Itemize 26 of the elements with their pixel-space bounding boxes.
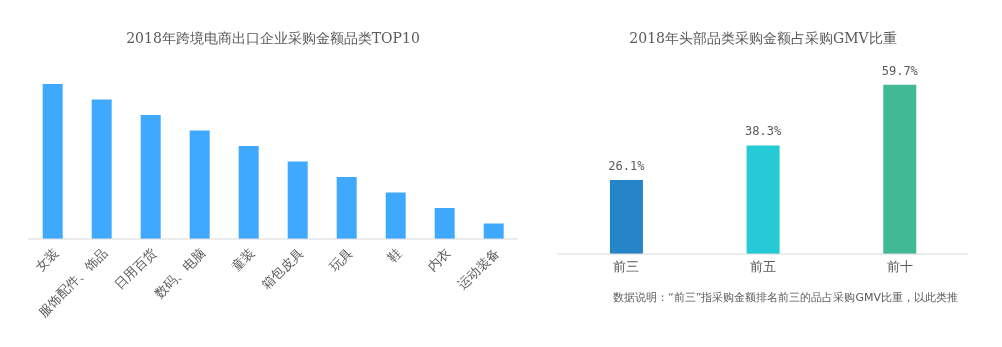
bar (483, 223, 504, 239)
data-label: 38.3% (745, 124, 782, 139)
bar (140, 115, 161, 239)
bar (189, 130, 210, 239)
bar (385, 192, 406, 239)
bar (42, 84, 63, 239)
x-tick-label: 童装 (228, 245, 258, 275)
x-tick-label: 运动装备 (454, 245, 503, 293)
bar (238, 146, 259, 239)
data-label: 59.7% (881, 63, 919, 78)
text: 数据说明：“前三”指采购金额排名前三的品占采购GMV比重，以此类推 (612, 290, 959, 305)
x-tick-label: 前三 (613, 259, 640, 275)
x-tick-label: 女装 (32, 245, 62, 275)
x-tick-label: 前十 (886, 259, 913, 275)
x-tick-label: 前五 (750, 259, 776, 275)
bar (336, 177, 357, 239)
data-label: 26.1% (608, 159, 646, 174)
bar (434, 208, 455, 239)
x-tick-label: 内衣 (424, 245, 454, 275)
x-tick-label: 鞋 (384, 245, 405, 265)
x-tick-label: 箱包皮具 (258, 245, 307, 293)
chart-title: 2018年跨境电商出口企业采购金额品类TOP10 (125, 30, 421, 48)
bar (91, 99, 112, 239)
chart-title: 2018年头部品类采购金额占采购GMV比重 (628, 30, 898, 48)
x-tick-label: 玩具 (326, 245, 356, 275)
bar (287, 161, 308, 239)
